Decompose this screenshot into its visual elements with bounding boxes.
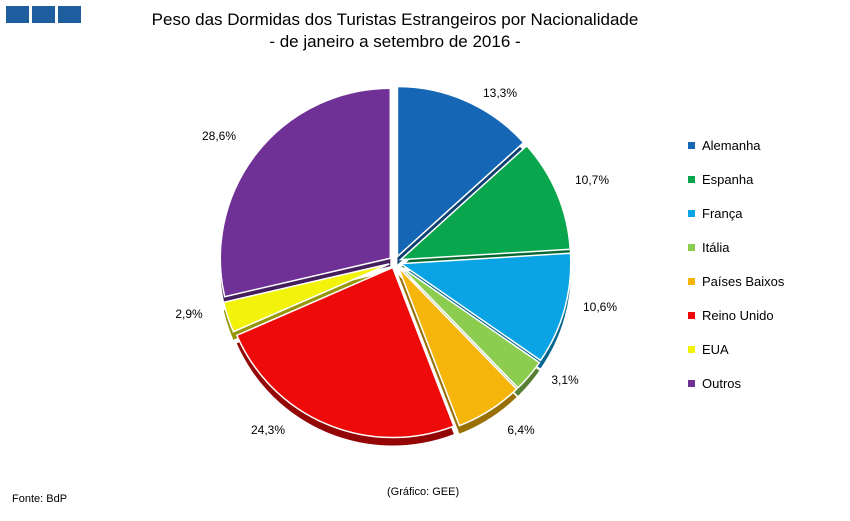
legend: Alemanha Espanha França Itália Países Baixos… xyxy=(688,128,784,400)
logo xyxy=(6,6,81,23)
legend-swatch xyxy=(688,311,695,319)
legend-label: Itália xyxy=(702,239,730,255)
legend-item-4: Itália xyxy=(688,230,784,264)
data-label-7: 2,9% xyxy=(175,307,203,321)
data-label-8: 28,6% xyxy=(202,129,236,143)
source-note: Fonte: BdP xyxy=(12,493,68,505)
legend-label: Países Baixos xyxy=(702,273,785,289)
legend-swatch xyxy=(688,243,695,251)
legend-item-8: Outros xyxy=(688,366,784,400)
pie-slice-eua xyxy=(222,263,390,333)
pie-slice-pa-ses-baixos xyxy=(397,266,518,427)
pie-slice-alemanha xyxy=(396,85,525,259)
pie-slice-outros xyxy=(219,87,392,298)
legend-swatch xyxy=(688,175,695,183)
legend-label: França xyxy=(702,205,743,221)
data-label-6: 24,3% xyxy=(251,423,285,437)
logo-block-1 xyxy=(6,6,29,23)
legend-item-5: Países Baixos xyxy=(688,264,784,298)
legend-label: Alemanha xyxy=(702,137,761,153)
logo-block-2 xyxy=(32,6,55,23)
pie-slice-espanha xyxy=(398,144,572,261)
legend-label: Reino Unido xyxy=(702,307,774,323)
legend-item-3: França xyxy=(688,196,784,230)
legend-swatch xyxy=(688,141,695,149)
pie-slice-it-lia xyxy=(399,265,541,389)
legend-label: EUA xyxy=(702,341,729,357)
chart-subtitle: - de janeiro a setembro de 2016 - xyxy=(269,32,521,51)
legend-label: Espanha xyxy=(702,171,754,187)
chart-title: Peso das Dormidas dos Turistas Estrangei… xyxy=(151,10,639,29)
data-label-4: 3,1% xyxy=(551,373,579,387)
chart-credit: (Gráfico: GEE) xyxy=(387,486,460,498)
legend-item-6: Reino Unido xyxy=(688,298,784,332)
data-label-2: 10,7% xyxy=(575,173,609,187)
legend-swatch xyxy=(688,379,695,387)
pie-slice-reino-unido xyxy=(235,266,455,439)
legend-swatch xyxy=(688,277,695,285)
legend-label: Outros xyxy=(702,375,742,391)
legend-swatch xyxy=(688,345,695,353)
pie-slice-fran-a xyxy=(398,252,572,362)
data-label-3: 10,6% xyxy=(583,300,617,314)
legend-item-2: Espanha xyxy=(688,162,784,196)
legend-swatch xyxy=(688,209,695,217)
legend-item-7: EUA xyxy=(688,332,784,366)
logo-block-3 xyxy=(58,6,81,23)
data-label-5: 6,4% xyxy=(507,423,535,437)
data-label-1: 13,3% xyxy=(483,86,517,100)
legend-item-1: Alemanha xyxy=(688,128,784,162)
